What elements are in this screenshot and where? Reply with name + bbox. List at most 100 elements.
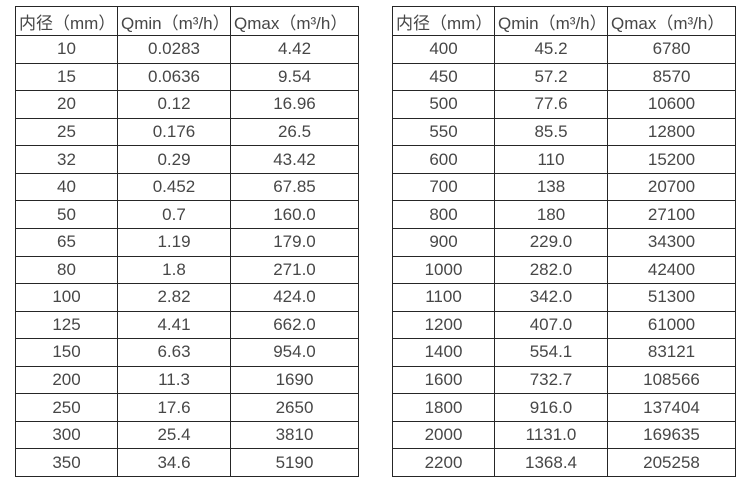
table-row: 15 0.0636 9.54 [15, 62, 359, 92]
table-cell: 250 [15, 393, 118, 422]
table-row: 1100 342.0 51300 [392, 283, 736, 312]
table-row: 1000 282.0 42400 [392, 255, 736, 285]
table-cell: 77.6 [494, 90, 608, 119]
table-cell: 137404 [607, 393, 736, 422]
table-row: 2200 1368.4 205258 [392, 448, 736, 477]
table-row: 300 25.4 3810 [15, 420, 359, 450]
table-cell: 0.12 [117, 90, 231, 119]
table-cell: 0.29 [117, 145, 231, 174]
table-cell: 125 [15, 310, 118, 340]
table-row: 20 0.12 16.96 [15, 90, 359, 119]
table-cell: 45.2 [494, 35, 608, 64]
table-row: 350 34.6 5190 [15, 448, 359, 477]
table-row: 200 11.3 1690 [15, 365, 359, 395]
table-cell: 1000 [392, 255, 495, 285]
table-cell: 4.42 [230, 35, 359, 64]
header-qmin: Qmin（m³/h） [117, 6, 231, 36]
table-cell: 15200 [607, 145, 736, 174]
table-cell: 954.0 [230, 338, 359, 367]
tables-container: 内径（mm） Qmin（m³/h） Qmax（m³/h） 10 0.0283 4.4… [15, 6, 736, 477]
header-diameter: 内径（mm） [15, 6, 118, 36]
table-cell: 500 [392, 90, 495, 119]
table-cell: 83121 [607, 338, 736, 367]
table-row: 25 0.176 26.5 [15, 117, 359, 147]
table-cell: 57.2 [494, 62, 608, 92]
table-cell: 1368.4 [494, 448, 608, 477]
table-cell: 2200 [392, 448, 495, 477]
table-cell: 42400 [607, 255, 736, 285]
table-row: 100 2.82 424.0 [15, 283, 359, 312]
table-cell: 32 [15, 145, 118, 174]
table-cell: 100 [15, 283, 118, 312]
table-row: 40 0.452 67.85 [15, 172, 359, 202]
table-cell: 34.6 [117, 448, 231, 477]
table-cell: 6.63 [117, 338, 231, 367]
table-row: 600 110 15200 [392, 145, 736, 174]
table-cell: 450 [392, 62, 495, 92]
table-row: 125 4.41 662.0 [15, 310, 359, 340]
table-row: 900 229.0 34300 [392, 227, 736, 257]
table-cell: 2650 [230, 393, 359, 422]
table-row: 450 57.2 8570 [392, 62, 736, 92]
table-cell: 3810 [230, 420, 359, 450]
table-cell: 1131.0 [494, 420, 608, 450]
table-row: 1200 407.0 61000 [392, 310, 736, 340]
table-cell: 200 [15, 365, 118, 395]
table-cell: 2.82 [117, 283, 231, 312]
table-cell: 20 [15, 90, 118, 119]
table-cell: 0.0283 [117, 35, 231, 64]
table-row: 500 77.6 10600 [392, 90, 736, 119]
header-qmax: Qmax（m³/h） [230, 6, 359, 36]
table-cell: 1690 [230, 365, 359, 395]
table-cell: 16.96 [230, 90, 359, 119]
table-cell: 10 [15, 35, 118, 64]
table-cell: 550 [392, 117, 495, 147]
table-cell: 916.0 [494, 393, 608, 422]
table-row: 10 0.0283 4.42 [15, 35, 359, 64]
table-cell: 6780 [607, 35, 736, 64]
table-cell: 1400 [392, 338, 495, 367]
table-cell: 11.3 [117, 365, 231, 395]
table-cell: 700 [392, 172, 495, 202]
table-cell: 1.19 [117, 227, 231, 257]
diameter-flow-table-small: 内径（mm） Qmin（m³/h） Qmax（m³/h） 10 0.0283 4.4… [15, 6, 359, 477]
table-cell: 732.7 [494, 365, 608, 395]
table-cell: 662.0 [230, 310, 359, 340]
table-cell: 110 [494, 145, 608, 174]
header-qmin: Qmin（m³/h） [494, 6, 608, 36]
table-row: 50 0.7 160.0 [15, 200, 359, 229]
table-cell: 180 [494, 200, 608, 229]
table-row: 400 45.2 6780 [392, 35, 736, 64]
table-cell: 0.452 [117, 172, 231, 202]
table-cell: 0.176 [117, 117, 231, 147]
table-cell: 8570 [607, 62, 736, 92]
diameter-flow-table-large: 内径（mm） Qmin（m³/h） Qmax（m³/h） 400 45.2 6780… [392, 6, 736, 477]
table-cell: 34300 [607, 227, 736, 257]
table-cell: 400 [392, 35, 495, 64]
table-cell: 554.1 [494, 338, 608, 367]
table-cell: 205258 [607, 448, 736, 477]
table-header-row: 内径（mm） Qmin（m³/h） Qmax（m³/h） [392, 6, 736, 36]
table-cell: 0.0636 [117, 62, 231, 92]
table-cell: 1.8 [117, 255, 231, 285]
table-cell: 169635 [607, 420, 736, 450]
table-cell: 300 [15, 420, 118, 450]
table-header-row: 内径（mm） Qmin（m³/h） Qmax（m³/h） [15, 6, 359, 36]
table-cell: 150 [15, 338, 118, 367]
table-cell: 15 [15, 62, 118, 92]
header-qmax: Qmax（m³/h） [607, 6, 736, 36]
table-cell: 407.0 [494, 310, 608, 340]
table-cell: 1600 [392, 365, 495, 395]
table-row: 80 1.8 271.0 [15, 255, 359, 285]
table-cell: 800 [392, 200, 495, 229]
table-row: 700 138 20700 [392, 172, 736, 202]
table-row: 250 17.6 2650 [15, 393, 359, 422]
table-cell: 108566 [607, 365, 736, 395]
header-diameter: 内径（mm） [392, 6, 495, 36]
table-row: 150 6.63 954.0 [15, 338, 359, 367]
table-cell: 0.7 [117, 200, 231, 229]
table-cell: 12800 [607, 117, 736, 147]
table-cell: 51300 [607, 283, 736, 312]
table-cell: 1800 [392, 393, 495, 422]
table-cell: 229.0 [494, 227, 608, 257]
